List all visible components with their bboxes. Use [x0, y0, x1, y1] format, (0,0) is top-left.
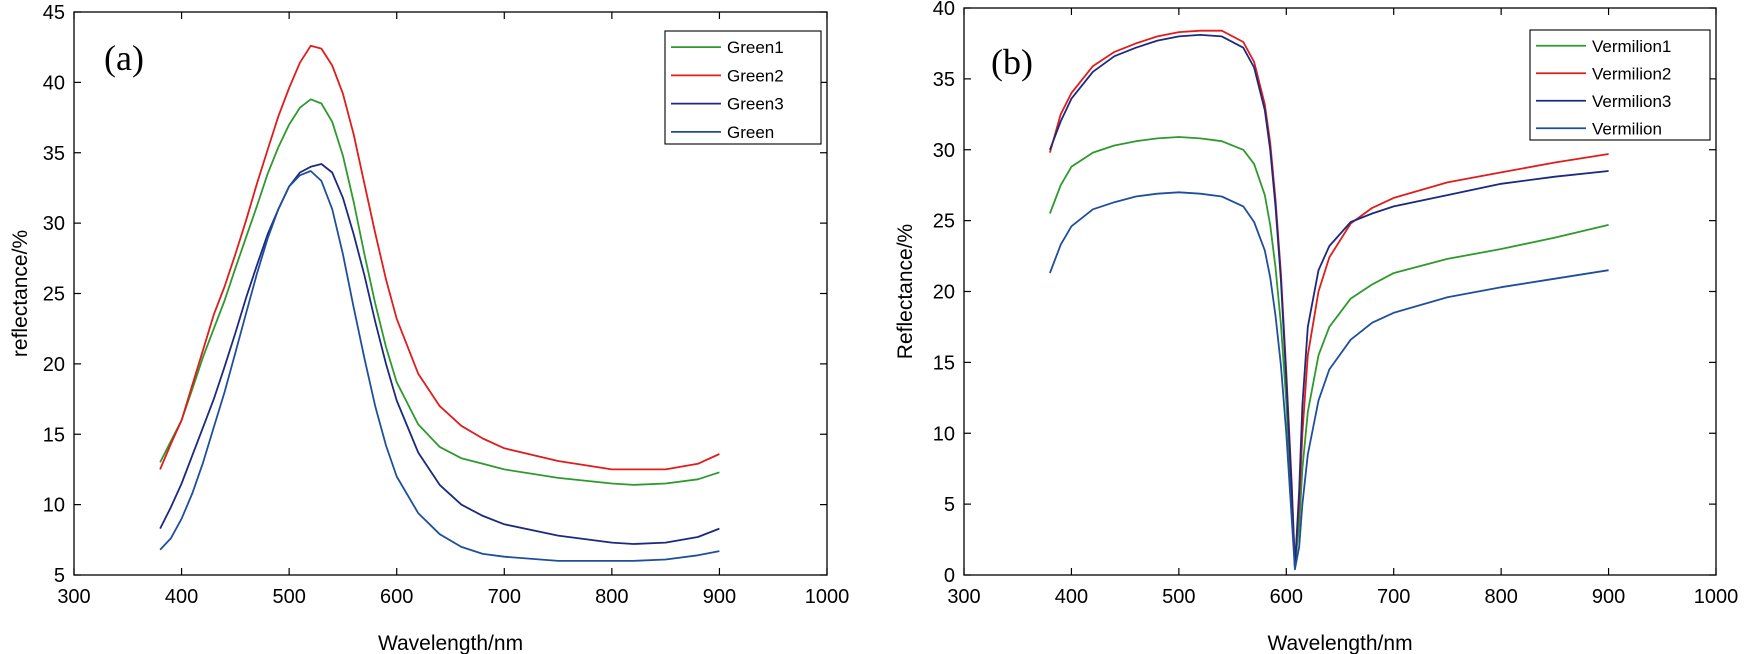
x-tick-label: 700 [488, 586, 521, 608]
y-tick-label: 5 [944, 494, 955, 516]
y-tick-label: 0 [944, 565, 955, 587]
y-tick-label: 20 [43, 354, 65, 376]
y-tick-label: 35 [43, 143, 65, 165]
legend-box [1529, 29, 1711, 141]
chart-panel-b: 300 400 500 600 700 800 900 1000 0 5 10 15 20 25 30 35 4… [894, 0, 1738, 654]
y-tick-label: 25 [43, 284, 65, 306]
y-axis-title: reflectance/% [9, 230, 32, 357]
y-tick-label: 10 [43, 495, 65, 517]
panel-label: (b) [991, 42, 1033, 82]
panel-label: (a) [104, 38, 144, 78]
x-axis-title: Wavelength/nm [1267, 632, 1412, 654]
y-tick-label: 25 [933, 211, 955, 233]
legend-label: Vermilion1 [1592, 37, 1671, 56]
series-line-green3 [159, 163, 720, 545]
legend-label: Vermilion [1592, 119, 1662, 138]
y-tick-label: 15 [43, 424, 65, 446]
x-tick-label: 1000 [805, 586, 850, 608]
y-tick-label: 10 [933, 423, 955, 445]
y-tick-label: 30 [43, 213, 65, 235]
y-tick-label: 15 [933, 352, 955, 374]
series-line-vermilion1 [1049, 136, 1609, 566]
x-tick-label: 500 [272, 586, 305, 608]
x-tick-label: 300 [947, 586, 980, 608]
series-line-green [159, 170, 720, 562]
legend: Vermilion1 Vermilion2 Vermilion3 Vermilion [1529, 29, 1711, 141]
x-tick-label: 300 [57, 586, 90, 608]
y-tick-label: 5 [54, 565, 65, 587]
x-tick-label: 900 [703, 586, 736, 608]
x-tick-label: 700 [1377, 586, 1410, 608]
series-line-vermilion3 [1049, 34, 1609, 569]
legend-label: Vermilion3 [1592, 92, 1671, 111]
x-tick-label: 600 [1270, 586, 1303, 608]
x-tick-label: 900 [1592, 586, 1625, 608]
y-tick-label: 35 [933, 69, 955, 91]
legend: Green1 Green2 Green3 Green [664, 30, 822, 145]
legend-label: Green2 [727, 66, 784, 85]
legend-label: Vermilion2 [1592, 64, 1671, 83]
x-tick-label: 500 [1162, 586, 1195, 608]
y-axis-title: Reflectance/% [894, 224, 917, 359]
chart-panel-a: 300 400 500 600 700 800 900 1000 5 10 15 20 25 30 35 40… [9, 2, 849, 654]
y-tick-label: 40 [933, 0, 955, 20]
legend-label: Green1 [727, 38, 784, 57]
y-tick-label: 40 [43, 72, 65, 94]
x-tick-label: 1000 [1694, 586, 1739, 608]
x-tick-label: 800 [1484, 586, 1517, 608]
legend-label: Green3 [727, 95, 784, 114]
y-tick-label: 45 [43, 2, 65, 24]
legend-label: Green [727, 123, 774, 142]
x-tick-label: 400 [1055, 586, 1088, 608]
x-axis-title: Wavelength/nm [378, 632, 523, 654]
x-tick-label: 400 [165, 586, 198, 608]
legend-box [664, 30, 822, 145]
series-line-vermilion [1049, 191, 1609, 571]
y-tick-label: 20 [933, 282, 955, 304]
series-line-green1 [159, 98, 720, 486]
x-tick-label: 600 [380, 586, 413, 608]
x-tick-label: 800 [595, 586, 628, 608]
series-line-green2 [159, 44, 720, 471]
y-tick-label: 30 [933, 140, 955, 162]
